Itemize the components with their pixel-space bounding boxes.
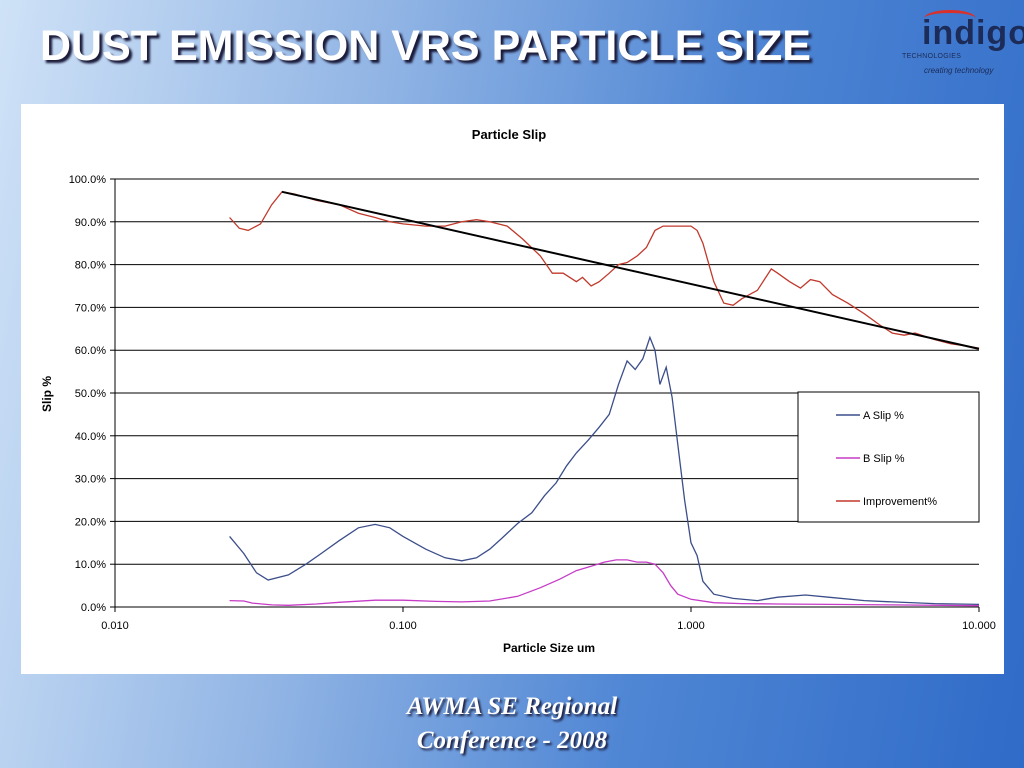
y-tick-label: 30.0% (75, 474, 106, 486)
y-tick-label: 10.0% (75, 559, 106, 571)
y-tick-label: 70.0% (75, 302, 106, 314)
trend-line (281, 190, 980, 350)
legend-label: A Slip % (863, 410, 904, 422)
y-tick-label: 100.0% (69, 174, 107, 186)
legend-label: Improvement% (863, 496, 937, 508)
y-tick-label: 60.0% (75, 345, 106, 357)
logo-subtitle: TECHNOLOGIES (902, 53, 962, 60)
chart-panel: Particle Slip 0.0% 10.0% 20.0% 30.0% 40.0% 50… (21, 104, 1004, 674)
logo-arc-icon (924, 10, 976, 27)
x-tick-label: 0.010 (101, 620, 129, 632)
chart-title: Particle Slip (472, 127, 546, 142)
series-line-improvement (229, 191, 980, 349)
company-logo: indigo TECHNOLOGIES creating technology (900, 8, 1024, 82)
logo-tagline: creating technology (924, 66, 994, 75)
y-tick-label: 80.0% (75, 260, 106, 272)
x-tick-label: 1.000 (677, 620, 705, 632)
footer-line-1: AWMA SE Regional (406, 693, 618, 720)
chart-legend: A Slip % B Slip % Improvement% (797, 391, 980, 523)
x-tick-label: 10.000 (962, 620, 996, 632)
legend-items: A Slip % B Slip % Improvement% (836, 410, 937, 508)
series-layer (229, 190, 980, 607)
y-axis-title: Slip % (40, 376, 54, 412)
y-tick-label: 50.0% (75, 388, 106, 400)
series-line-a-slip (229, 335, 980, 606)
footer: AWMA SE Regional Conference - 2008 (362, 690, 662, 758)
x-axis-title: Particle Size um (503, 641, 595, 655)
y-tick-label: 40.0% (75, 431, 106, 443)
axis-layer: 0.0% 10.0% 20.0% 30.0% 40.0% 50.0% 60.0% 70.0% 8… (69, 174, 996, 632)
x-tick-label: 0.100 (389, 620, 417, 632)
y-tick-label: 20.0% (75, 516, 106, 528)
particle-slip-chart: Particle Slip 0.0% 10.0% 20.0% 30.0% 40.0% 50… (40, 127, 996, 655)
y-tick-label: 0.0% (81, 602, 106, 614)
footer-line-2: Conference - 2008 (416, 727, 608, 754)
logo-brand-text: indigo (922, 14, 1024, 52)
slide-title: DUST EMISSION VRS PARTICLE SIZE (40, 22, 811, 70)
series-line-b-slip (229, 559, 980, 607)
legend-label: B Slip % (863, 453, 905, 465)
legend-box (797, 391, 980, 523)
y-tick-label: 90.0% (75, 217, 106, 229)
